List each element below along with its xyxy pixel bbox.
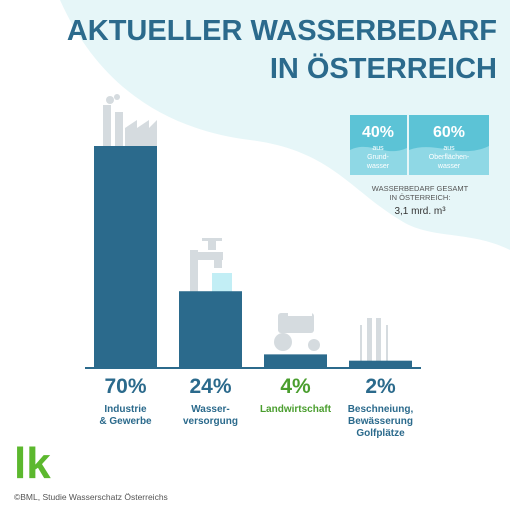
category-label: Industrie bbox=[104, 404, 147, 415]
split-label: 60% bbox=[433, 124, 465, 141]
chart-title: IN ÖSTERREICH bbox=[270, 52, 497, 85]
total-label: WASSERBEDARF GESAMT bbox=[372, 184, 469, 193]
category-label: Landwirtschaft bbox=[260, 404, 332, 415]
tractor-icon bbox=[274, 308, 320, 351]
bar bbox=[349, 360, 412, 367]
split-label: 40% bbox=[362, 124, 394, 141]
background-wave bbox=[60, 0, 510, 250]
value-label: 24% bbox=[189, 375, 231, 398]
bar bbox=[264, 354, 327, 367]
chart-title: AKTUELLER WASSERBEDARF bbox=[67, 15, 497, 47]
value-label: 4% bbox=[280, 375, 311, 398]
category-label: Wasser- bbox=[191, 404, 230, 415]
source: ©BML, Studie Wasserschatz Österreichs bbox=[14, 492, 168, 502]
category-label: Beschneiung, bbox=[348, 404, 414, 415]
category-label: & Gewerbe bbox=[99, 416, 152, 427]
total: 3,1 mrd. m³ bbox=[394, 206, 446, 217]
wave bbox=[350, 146, 489, 175]
split-text: wasser bbox=[437, 163, 461, 170]
value-label: 2% bbox=[365, 375, 396, 398]
logo: lk bbox=[14, 439, 51, 488]
ski-icon bbox=[360, 318, 388, 362]
value-label: 70% bbox=[104, 375, 146, 398]
split-text: aus bbox=[372, 145, 384, 152]
split-text: wasser bbox=[366, 163, 390, 170]
split-text: aus bbox=[443, 145, 455, 152]
category-label: Golfplätze bbox=[356, 428, 405, 439]
total-label: IN ÖSTERREICH: bbox=[390, 193, 451, 202]
split-text: Grund- bbox=[367, 154, 389, 161]
category-label: versorgung bbox=[183, 416, 238, 427]
factory-icon bbox=[103, 94, 157, 146]
split-text: Oberflächen- bbox=[429, 154, 470, 161]
bar bbox=[94, 146, 157, 367]
baseline bbox=[85, 367, 421, 369]
category-label: Bewässerung bbox=[348, 416, 413, 427]
bar bbox=[179, 291, 242, 367]
tap-icon bbox=[190, 238, 232, 293]
